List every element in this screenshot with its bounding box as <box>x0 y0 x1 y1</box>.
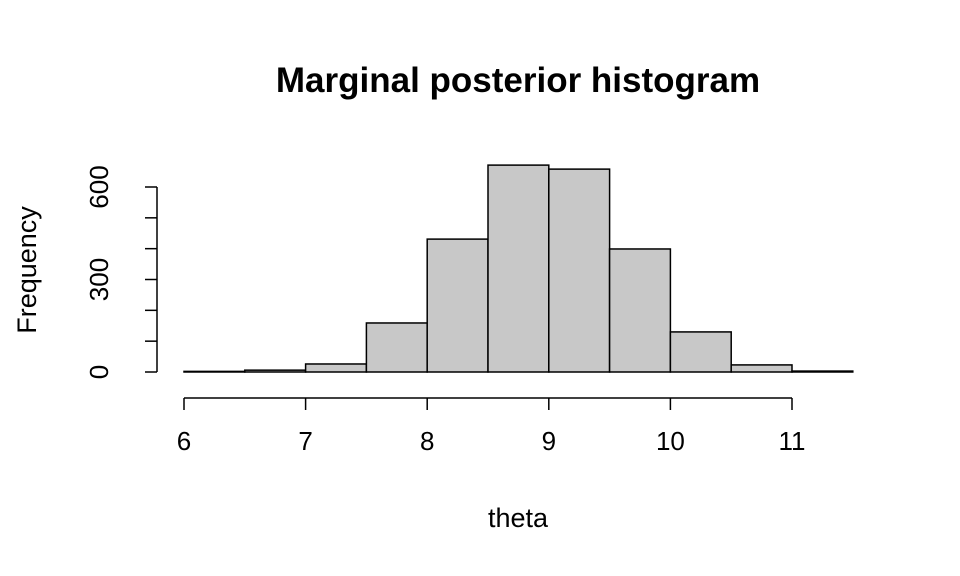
bar <box>548 168 611 373</box>
x-tick-label: 9 <box>542 426 556 456</box>
chart-title: Marginal posterior histogram <box>276 61 760 100</box>
bar <box>426 238 489 373</box>
bar <box>669 331 732 373</box>
bar <box>244 369 307 373</box>
x-tick-label: 7 <box>298 426 312 456</box>
bar <box>304 363 368 373</box>
bar <box>730 364 793 373</box>
bar <box>608 248 672 373</box>
x-tick-label: 8 <box>420 426 434 456</box>
y-tick-label: 600 <box>84 165 114 208</box>
bar <box>487 164 550 373</box>
bar <box>365 322 428 373</box>
bar <box>183 370 246 373</box>
x-tick-label: 10 <box>656 426 685 456</box>
x-axis-label: theta <box>488 503 549 533</box>
x-tick-label: 6 <box>177 426 191 456</box>
x-tick-label: 11 <box>779 426 806 456</box>
y-tick-label: 0 <box>84 365 114 379</box>
bar <box>791 370 854 373</box>
y-tick-label: 300 <box>84 258 114 301</box>
y-axis-label: Frequency <box>12 206 42 334</box>
